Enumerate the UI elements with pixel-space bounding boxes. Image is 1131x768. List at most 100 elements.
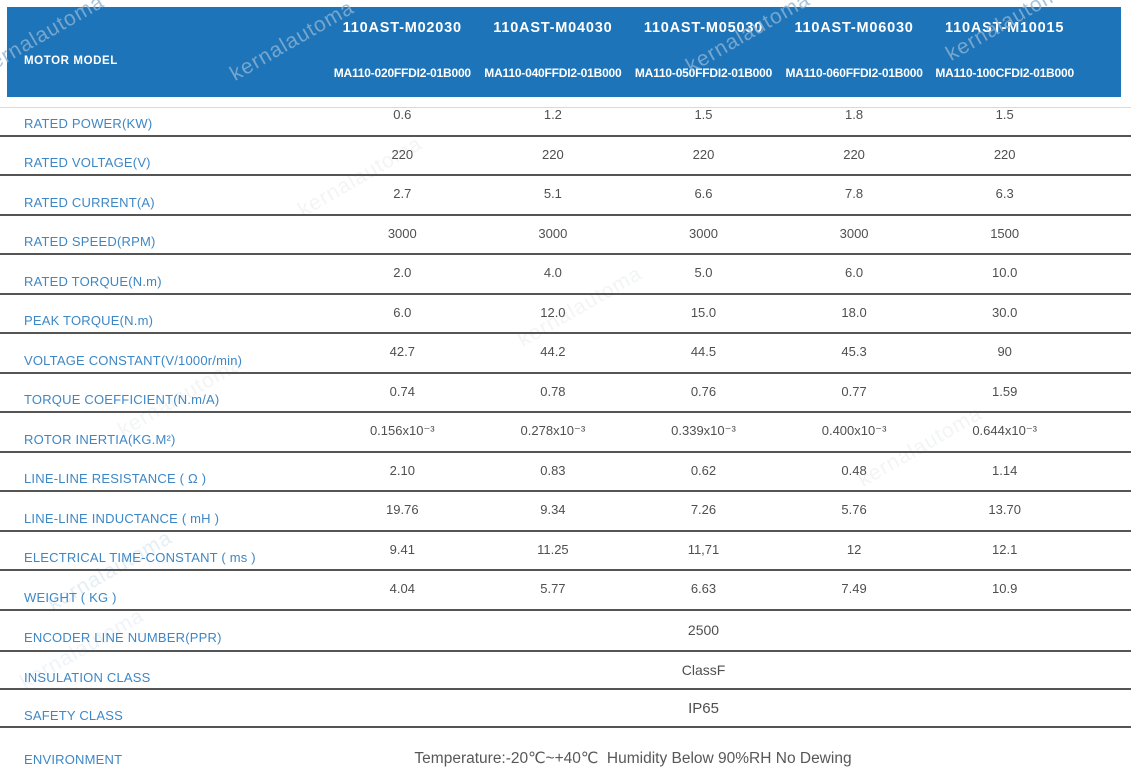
row-spacer	[1080, 492, 1131, 530]
spec-value: 13.70	[988, 502, 1021, 518]
spec-value: 7.49	[841, 581, 867, 597]
spec-value: 5.76	[841, 502, 867, 518]
spec-row: RATED CURRENT(A) 2.7 5.1 6.6 7.8 6.3	[0, 176, 1131, 216]
spec-value: 12.0	[540, 304, 566, 320]
row-spacer	[1080, 453, 1131, 491]
spec-row: RATED VOLTAGE(V) 220 220 220 220 220	[0, 137, 1131, 176]
model-name: 110AST-M04030	[493, 20, 613, 36]
row-spacer	[1080, 532, 1131, 570]
spec-value: 5.77	[540, 581, 566, 597]
spec-label: SAFETY CLASS	[24, 708, 123, 723]
spec-value: 5.0	[694, 265, 713, 281]
spec-label: LINE-LINE RESISTANCE ( Ω )	[24, 471, 207, 487]
spec-value: 2.0	[393, 265, 412, 281]
spec-value: 0.48	[841, 462, 867, 478]
spec-row: WEIGHT ( KG ) 4.04 5.77 6.63 7.49 10.9	[0, 571, 1131, 611]
model-name: 110AST-M02030	[342, 20, 462, 36]
part-number-row: MA110-020FFDI2-01B000 MA110-040FFDI2-01B…	[327, 66, 1080, 80]
spec-value: 3000	[839, 225, 869, 241]
spec-value: 0.156x10⁻³	[369, 422, 435, 438]
spec-value: 30.0	[992, 304, 1018, 320]
spec-label: ELECTRICAL TIME-CONSTANT ( ms )	[24, 550, 256, 566]
spec-value: 10.0	[992, 265, 1018, 281]
spec-value: 5.1	[543, 186, 562, 202]
model-name-row: 110AST-M02030 110AST-M04030 110AST-M0503…	[327, 20, 1080, 36]
part-number: MA110-060FFDI2-01B000	[785, 66, 923, 80]
row-spacer	[1080, 652, 1131, 689]
table-header: MOTOR MODEL 110AST-M02030 110AST-M04030 …	[7, 7, 1121, 97]
spec-value: 0.339x10⁻³	[671, 422, 736, 438]
spec-value: 2.10	[389, 462, 415, 478]
part-number: MA110-050FFDI2-01B000	[634, 66, 773, 80]
spec-value: 0.62	[690, 462, 717, 478]
spec-value: 6.0	[393, 304, 412, 320]
row-spacer	[1080, 137, 1131, 175]
spec-value: 1.8	[845, 107, 864, 123]
row-spacer	[1080, 255, 1131, 293]
model-name: 110AST-M10015	[945, 20, 1065, 36]
spec-value: 3000	[538, 225, 568, 241]
spec-value: 6.6	[694, 186, 713, 202]
spec-value: 220	[993, 146, 1016, 162]
spec-row-environment: ENVIRONMENT Temperature:-20℃~+40℃ Humidi…	[0, 728, 1131, 768]
header-divider-line	[0, 107, 1131, 108]
spec-label: RATED SPEED(RPM)	[24, 234, 156, 250]
spec-label: RATED POWER(KW)	[24, 115, 153, 131]
spec-row: ROTOR INERTIA(KG.M²) 0.156x10⁻³ 0.278x10…	[0, 413, 1131, 453]
motor-model-label: MOTOR MODEL	[24, 55, 118, 67]
spec-row: LINE-LINE INDUCTANCE ( mH ) 19.76 9.34 7…	[0, 492, 1131, 532]
spec-value: 15.0	[690, 304, 717, 320]
spec-value: 1.5	[995, 107, 1014, 123]
spec-value: 0.400x10⁻³	[821, 422, 887, 438]
spec-value: 11,71	[687, 541, 720, 557]
spec-value: 7.8	[845, 186, 864, 202]
spec-value: 3000	[689, 225, 718, 241]
spec-row: ELECTRICAL TIME-CONSTANT ( ms ) 9.41 11.…	[0, 532, 1131, 571]
spec-row-merged: ENCODER LINE NUMBER(PPR) 2500	[0, 611, 1131, 652]
spec-table: RATED POWER(KW) 0.6 1.2 1.5 1.8 1.5 RATE…	[0, 97, 1131, 768]
row-spacer	[1080, 295, 1131, 333]
part-number: MA110-040FFDI2-01B000	[484, 66, 622, 80]
spec-row: LINE-LINE RESISTANCE ( Ω ) 2.10 0.83 0.6…	[0, 453, 1131, 492]
spec-value: 90	[997, 344, 1012, 360]
spec-label: ROTOR INERTIA(KG.M²)	[24, 431, 176, 447]
spec-label: RATED TORQUE(N.m)	[24, 273, 162, 289]
spec-value: 6.63	[690, 581, 717, 597]
spec-value: 0.278x10⁻³	[520, 422, 586, 438]
spec-value: 1500	[990, 225, 1020, 241]
row-spacer	[1080, 690, 1131, 726]
spec-label: LINE-LINE INDUCTANCE ( mH )	[24, 510, 220, 526]
spec-value: 9.34	[540, 502, 566, 518]
spec-value: 12	[846, 541, 862, 557]
row-spacer	[1080, 611, 1131, 650]
row-spacer	[1080, 97, 1131, 135]
spec-label: INSULATION CLASS	[24, 669, 151, 685]
spec-value: 220	[843, 146, 865, 162]
spec-value: 4.0	[543, 265, 562, 281]
spec-row: TORQUE COEFFICIENT(N.m/A) 0.74 0.78 0.76…	[0, 374, 1131, 413]
spec-value: 2.7	[393, 186, 412, 202]
spec-label: VOLTAGE CONSTANT(V/1000r/min)	[24, 352, 243, 368]
spec-value: 0.78	[540, 383, 566, 399]
spec-value-merged: IP65	[688, 699, 719, 717]
row-spacer	[1080, 176, 1131, 214]
spec-label: ENVIRONMENT	[24, 752, 123, 767]
spec-row: RATED POWER(KW) 0.6 1.2 1.5 1.8 1.5	[0, 97, 1131, 137]
spec-row: RATED TORQUE(N.m) 2.0 4.0 5.0 6.0 10.0	[0, 255, 1131, 295]
spec-value: 220	[692, 146, 715, 162]
spec-label: ENCODER LINE NUMBER(PPR)	[24, 630, 222, 645]
spec-row: VOLTAGE CONSTANT(V/1000r/min) 42.7 44.2 …	[0, 334, 1131, 374]
spec-row-merged: INSULATION CLASS ClassF	[0, 652, 1131, 690]
spec-label: PEAK TORQUE(N.m)	[24, 313, 154, 329]
spec-value: 1.59	[992, 383, 1018, 399]
spec-value: 0.77	[841, 383, 867, 399]
spec-value: 44.2	[540, 344, 566, 360]
row-spacer	[1080, 334, 1131, 372]
spec-value-merged: ClassF	[681, 661, 726, 678]
spec-row: PEAK TORQUE(N.m) 6.0 12.0 15.0 18.0 30.0	[0, 295, 1131, 334]
spec-label: WEIGHT ( KG )	[24, 589, 117, 605]
spec-value: 12.1	[992, 541, 1018, 557]
row-spacer	[1080, 413, 1131, 451]
spec-value: 220	[542, 146, 564, 162]
model-name: 110AST-M06030	[794, 20, 914, 36]
